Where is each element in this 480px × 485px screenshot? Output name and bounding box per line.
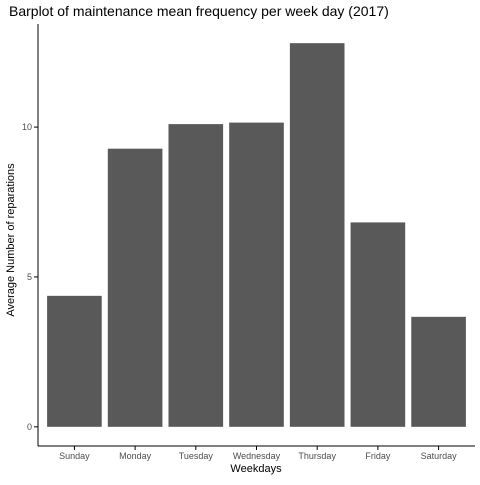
- bar-monday: [107, 148, 163, 427]
- y-tick-label: 5: [27, 272, 32, 282]
- bars-group: [47, 43, 466, 427]
- x-tick-label: Thursday: [298, 451, 336, 461]
- x-tick-label: Friday: [365, 451, 391, 461]
- y-tick-label: 10: [22, 122, 32, 132]
- bar-friday: [350, 222, 406, 427]
- bar-sunday: [47, 295, 102, 427]
- x-tick-label: Wednesday: [233, 451, 281, 461]
- x-tick-label: Saturday: [421, 451, 458, 461]
- bar-wednesday: [229, 122, 284, 427]
- bar-thursday: [289, 43, 345, 427]
- x-tick-label: Sunday: [59, 451, 90, 461]
- x-axis-title: Weekdays: [230, 463, 282, 475]
- x-tick-label: Tuesday: [179, 451, 214, 461]
- bar-saturday: [411, 316, 466, 427]
- y-axis-title: Average Number of reparations: [5, 163, 17, 317]
- x-axis-ticks: Sunday Monday Tuesday Wednesday Thursday Frid…: [59, 446, 457, 461]
- x-tick-label: Monday: [119, 451, 152, 461]
- y-axis-ticks: 0 5 10: [22, 122, 38, 432]
- bar-tuesday: [168, 124, 224, 427]
- chart-title: Barplot of maintenance mean frequency pe…: [9, 3, 389, 19]
- y-tick-label: 0: [27, 422, 32, 432]
